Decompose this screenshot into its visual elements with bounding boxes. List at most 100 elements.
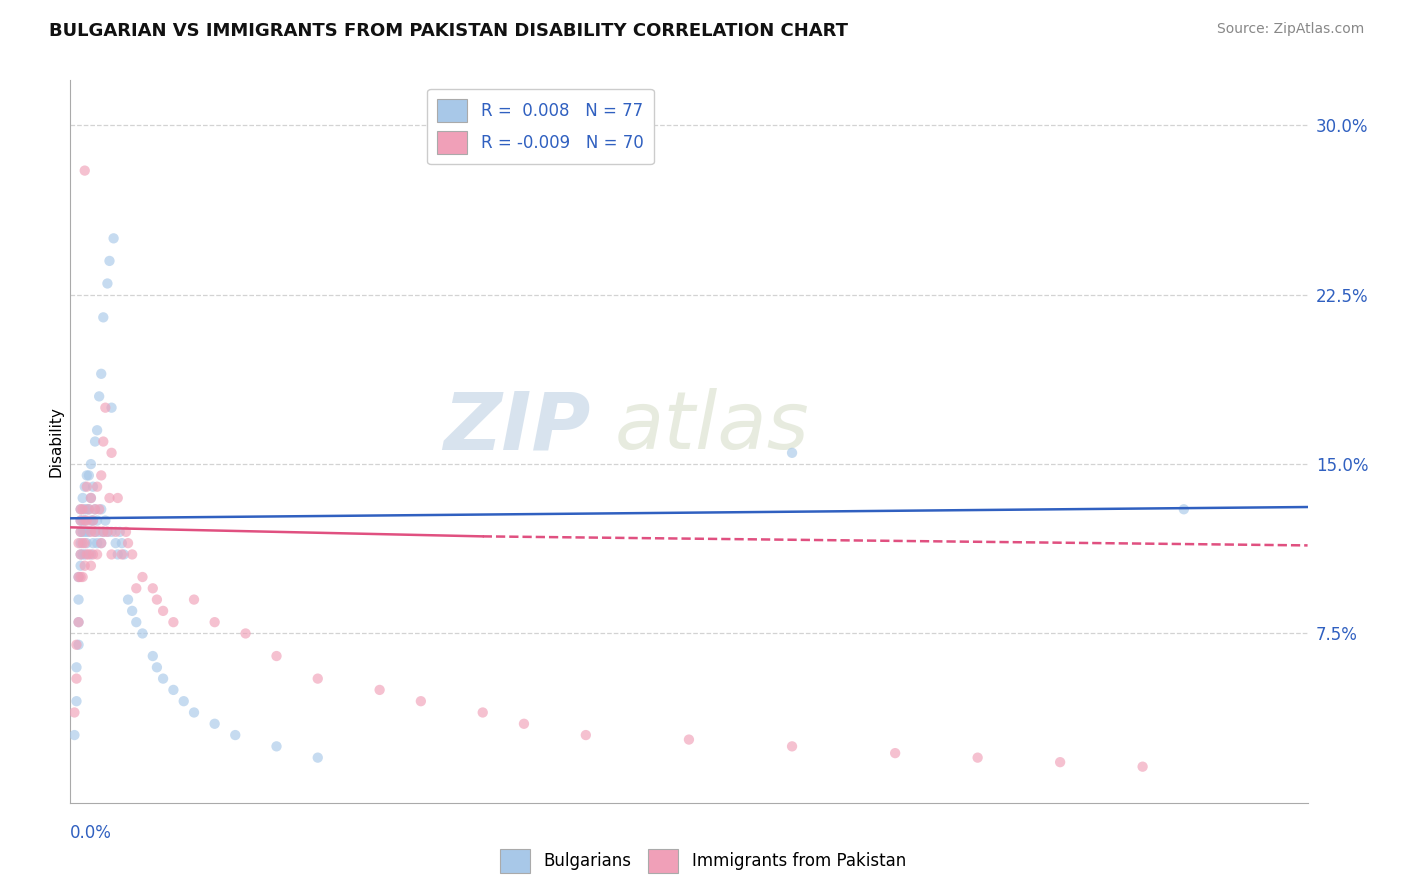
Legend: R =  0.008   N = 77, R = -0.009   N = 70: R = 0.008 N = 77, R = -0.009 N = 70	[427, 88, 654, 164]
Point	[77, 502, 100, 516]
Point	[89, 502, 111, 516]
Point	[76, 514, 98, 528]
Y-axis label: Disability: Disability	[48, 406, 63, 477]
Point	[82, 480, 104, 494]
Point	[162, 682, 184, 697]
Point	[63, 728, 86, 742]
Point	[115, 524, 138, 539]
Text: atlas: atlas	[614, 388, 810, 467]
Point	[121, 548, 143, 562]
Point	[65, 672, 87, 686]
Point	[173, 694, 195, 708]
Point	[77, 502, 100, 516]
Point	[146, 592, 169, 607]
Point	[65, 638, 87, 652]
Point	[89, 524, 111, 539]
Point	[69, 536, 91, 550]
Point	[152, 604, 174, 618]
Point	[67, 615, 90, 630]
Point	[98, 253, 121, 268]
Point	[67, 570, 90, 584]
Point	[162, 615, 184, 630]
Point	[72, 502, 94, 516]
Point	[117, 536, 139, 550]
Point	[84, 502, 107, 516]
Point	[73, 514, 96, 528]
Point	[111, 536, 134, 550]
Point	[266, 648, 288, 663]
Point	[80, 524, 103, 539]
Point	[69, 502, 91, 516]
Point	[67, 638, 90, 652]
Point	[84, 434, 107, 449]
Point	[73, 514, 96, 528]
Point	[96, 524, 118, 539]
Point	[780, 739, 803, 754]
Point	[307, 750, 329, 764]
Point	[91, 434, 114, 449]
Point	[69, 514, 91, 528]
Point	[780, 446, 803, 460]
Point	[368, 682, 391, 697]
Point	[125, 582, 148, 596]
Point	[67, 570, 90, 584]
Point	[65, 694, 87, 708]
Point	[82, 514, 104, 528]
Point	[76, 480, 98, 494]
Point	[142, 582, 165, 596]
Point	[72, 514, 94, 528]
Point	[72, 548, 94, 562]
Point	[131, 626, 153, 640]
Point	[121, 604, 143, 618]
Point	[84, 524, 107, 539]
Point	[90, 502, 112, 516]
Point	[91, 524, 114, 539]
Point	[409, 694, 432, 708]
Point	[80, 491, 103, 505]
Point	[73, 502, 96, 516]
Point	[73, 548, 96, 562]
Point	[94, 401, 117, 415]
Point	[76, 548, 98, 562]
Point	[183, 592, 205, 607]
Point	[142, 648, 165, 663]
Point	[86, 514, 108, 528]
Point	[204, 716, 226, 731]
Point	[63, 706, 86, 720]
Point	[111, 548, 134, 562]
Point	[90, 367, 112, 381]
Point	[96, 277, 118, 291]
Point	[100, 548, 122, 562]
Point	[67, 615, 90, 630]
Point	[73, 524, 96, 539]
Point	[73, 536, 96, 550]
Point	[84, 502, 107, 516]
Point	[104, 524, 127, 539]
Point	[966, 750, 988, 764]
Point	[152, 672, 174, 686]
Text: 0.0%: 0.0%	[70, 824, 112, 842]
Point	[678, 732, 700, 747]
Point	[94, 514, 117, 528]
Point	[131, 570, 153, 584]
Point	[575, 728, 598, 742]
Point	[67, 592, 90, 607]
Point	[73, 480, 96, 494]
Point	[77, 524, 100, 539]
Legend: Bulgarians, Immigrants from Pakistan: Bulgarians, Immigrants from Pakistan	[494, 842, 912, 880]
Point	[96, 524, 118, 539]
Point	[86, 548, 108, 562]
Point	[72, 524, 94, 539]
Point	[80, 558, 103, 573]
Text: BULGARIAN VS IMMIGRANTS FROM PAKISTAN DISABILITY CORRELATION CHART: BULGARIAN VS IMMIGRANTS FROM PAKISTAN DI…	[49, 22, 848, 40]
Point	[76, 502, 98, 516]
Point	[76, 536, 98, 550]
Point	[67, 536, 90, 550]
Point	[69, 502, 91, 516]
Point	[69, 514, 91, 528]
Point	[82, 548, 104, 562]
Point	[73, 558, 96, 573]
Point	[884, 746, 907, 760]
Point	[125, 615, 148, 630]
Point	[235, 626, 257, 640]
